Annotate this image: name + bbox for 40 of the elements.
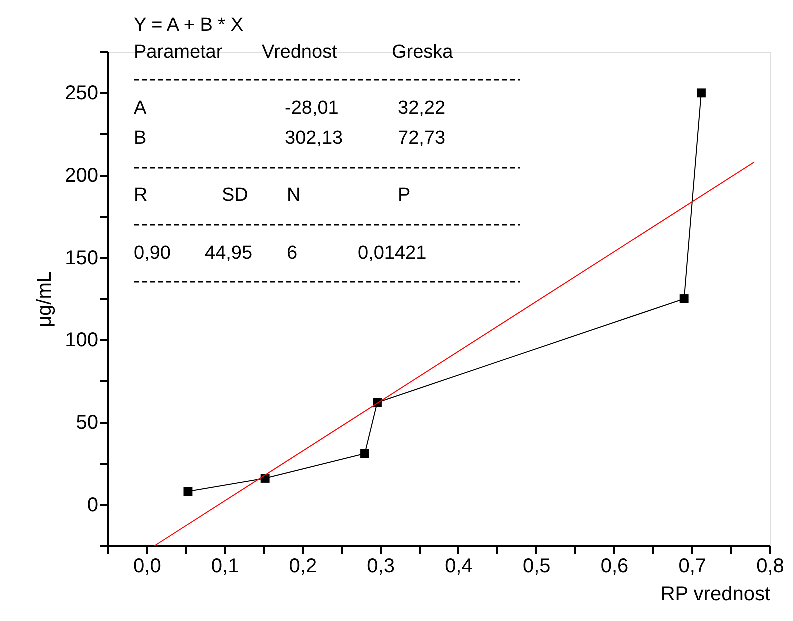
y-tick-label: 50 — [76, 412, 98, 434]
annotation: P — [398, 185, 411, 206]
point — [680, 294, 689, 304]
y-tick-label: 100 — [65, 330, 98, 352]
annotation: R — [134, 185, 148, 206]
annotation: 6 — [287, 243, 298, 264]
annotation: Greska — [392, 42, 454, 63]
annotation: Parametar — [134, 42, 224, 63]
annotation: SD — [222, 185, 248, 206]
point — [696, 88, 706, 98]
text: Y = A + B * X — [134, 15, 244, 36]
x-tick-label: 0,2 — [289, 556, 318, 578]
annotation: A — [134, 98, 147, 119]
y-axis-title: μg/mL — [34, 272, 56, 328]
y-tick-label: 250 — [65, 82, 98, 105]
annotation: 32,22 — [398, 98, 446, 119]
y-tick-label: 150 — [65, 247, 98, 270]
x-axis-title: RP vrednost — [660, 584, 771, 606]
x-tick-label: 0,5 — [522, 556, 551, 578]
annotation: -28,01 — [285, 98, 339, 119]
annotation: 72,73 — [398, 128, 446, 149]
x-tick-label: 0,1 — [211, 556, 240, 578]
x-tick-label: 0,8 — [756, 556, 784, 578]
annotation: B — [134, 128, 147, 149]
x-tick-label: 0,4 — [445, 556, 473, 578]
annotation: 0,90 — [134, 243, 171, 264]
point — [260, 474, 270, 483]
point — [184, 487, 193, 496]
annotation: N — [287, 185, 301, 206]
x-tick-label: 0,7 — [678, 556, 707, 578]
x-tick-label: 0,6 — [600, 556, 629, 578]
annotation: 302,13 — [285, 128, 344, 149]
x-tick-label: 0,3 — [367, 556, 395, 578]
annotation: Vrednost — [262, 42, 338, 63]
point — [360, 449, 370, 458]
y-tick-label: 0 — [87, 494, 98, 516]
annotation: 0,01421 — [358, 243, 427, 264]
y-tick-label: 200 — [65, 165, 98, 187]
annotation: 44,95 — [205, 243, 253, 264]
x-tick-label: 0,0 — [134, 556, 162, 578]
